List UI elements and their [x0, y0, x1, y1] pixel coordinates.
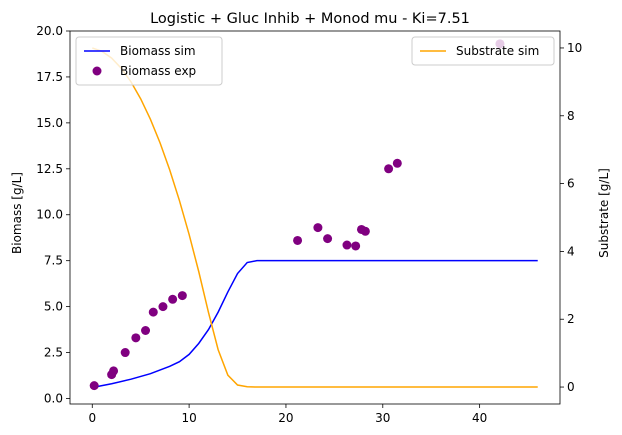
y2-tick-label: 6	[567, 177, 575, 191]
data-point	[89, 381, 99, 391]
data-point	[351, 241, 361, 251]
x-tick-label: 40	[472, 411, 487, 425]
data-point	[384, 164, 394, 174]
data-point	[323, 234, 333, 244]
y-tick-label: 10.0	[36, 208, 63, 222]
plot-frame	[69, 30, 561, 405]
y2-axis-title: Substrate [g/L]	[597, 168, 611, 258]
axes: 0 10 20 30 400.02.55.07.510.012.515.017.520.…	[36, 24, 582, 425]
data-point	[360, 226, 370, 236]
y-tick-label: 0.0	[44, 391, 63, 405]
y-tick-label: 12.5	[36, 162, 63, 176]
y-tick-label: 5.0	[44, 300, 63, 314]
data-point	[131, 333, 141, 343]
data-point	[158, 302, 168, 312]
legend-marker-swatch	[92, 66, 102, 76]
x-tick-label: 20	[278, 411, 293, 425]
y2-tick-label: 4	[567, 244, 575, 258]
data-point	[293, 235, 303, 245]
legend-biomass: Biomass sim Biomass exp	[75, 36, 223, 86]
y-tick-label: 2.5	[44, 346, 63, 360]
y-tick-label: 17.5	[36, 70, 63, 84]
legend-label: Biomass sim	[120, 44, 196, 58]
y-tick-label: 7.5	[44, 254, 63, 268]
data-point	[120, 348, 130, 358]
y-tick-label: 20.0	[36, 24, 63, 38]
series-line-biomass-sim	[92, 259, 538, 389]
data-point	[392, 158, 402, 168]
y2-tick-label: 2	[567, 312, 575, 326]
y2-tick-label: 10	[567, 41, 582, 55]
y2-tick-label: 0	[567, 380, 575, 394]
data-point	[313, 223, 323, 233]
data-point	[148, 307, 158, 317]
legend-box	[411, 36, 555, 66]
x-tick-label: 30	[375, 411, 390, 425]
data-point	[168, 294, 178, 304]
data-point	[342, 240, 352, 250]
legend-substrate: Substrate sim	[411, 36, 555, 66]
data-point	[109, 366, 119, 376]
data-point	[141, 326, 151, 335]
y-axis-title: Biomass [g/L]	[10, 172, 24, 254]
legend-label: Substrate sim	[456, 44, 539, 58]
y-tick-label: 15.0	[36, 116, 63, 130]
y2-tick-label: 8	[567, 109, 575, 123]
legend-label: Biomass exp	[120, 64, 196, 78]
series-line-substrate-sim	[92, 47, 538, 388]
legend-box	[75, 36, 223, 86]
x-tick-label: 0	[88, 411, 96, 425]
plot-area	[89, 39, 538, 391]
x-tick-label: 10	[181, 411, 196, 425]
data-point	[177, 291, 187, 301]
chart-title: Logistic + Gluc Inhib + Monod mu - Ki=7.…	[150, 11, 470, 27]
